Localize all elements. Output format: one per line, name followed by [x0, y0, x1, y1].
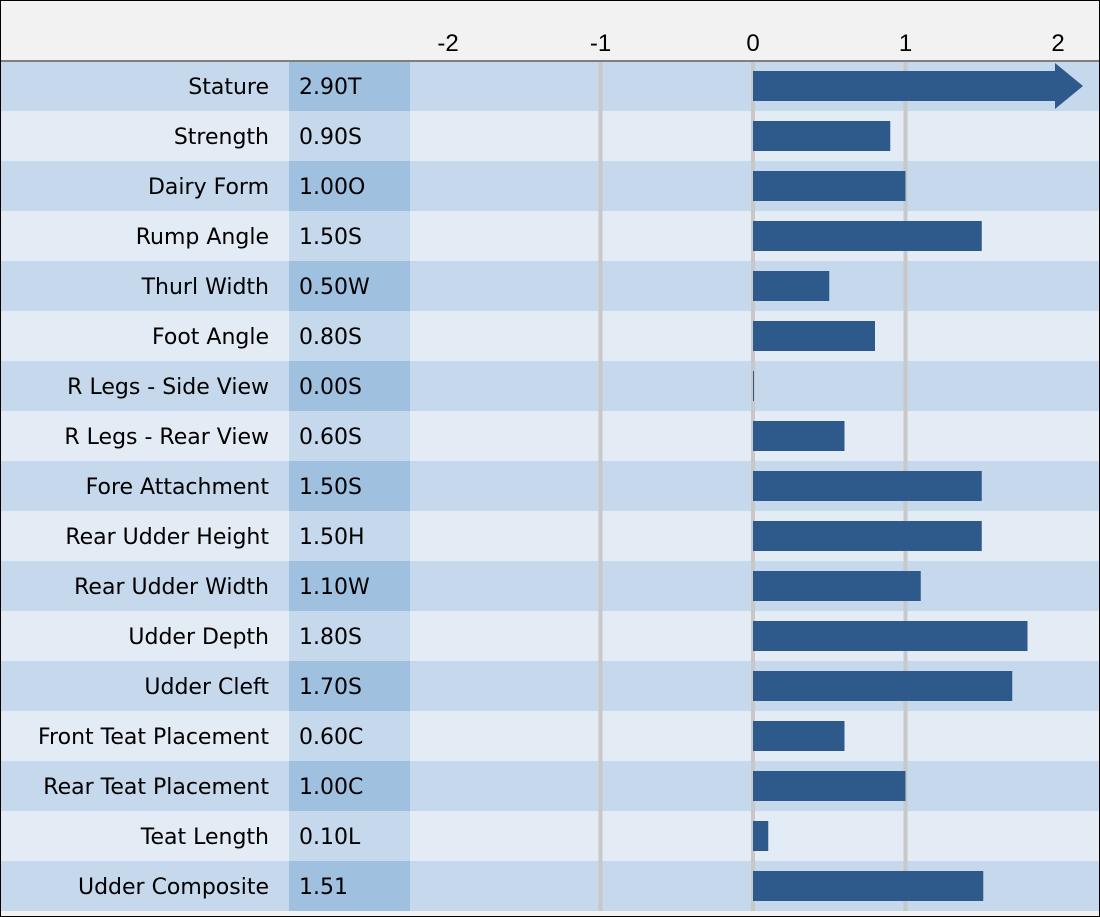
bar	[753, 721, 845, 751]
trait-label: Thurl Width	[141, 275, 269, 300]
trait-value-label: 0.60S	[299, 425, 362, 450]
trait-value-label: 0.00S	[299, 375, 362, 400]
bar	[753, 571, 921, 601]
bar	[753, 321, 875, 351]
trait-value-label: 1.10W	[299, 575, 370, 600]
trait-label: Dairy Form	[148, 175, 269, 200]
trait-value-label: 1.51	[299, 875, 348, 900]
trait-value-label: 1.70S	[299, 675, 362, 700]
bar	[753, 771, 906, 801]
value-cell-background	[289, 511, 410, 561]
bar	[753, 371, 754, 401]
bar	[753, 821, 769, 851]
trait-label: Front Teat Placement	[38, 725, 269, 750]
bar	[753, 221, 982, 251]
trait-label: Fore Attachment	[86, 475, 270, 500]
x-tick-label: 0	[746, 30, 759, 57]
row-background	[1, 161, 1099, 211]
header-background	[1, 1, 1099, 61]
trait-label: Foot Angle	[152, 325, 269, 350]
value-cell-background	[289, 411, 410, 461]
value-cell-background	[289, 111, 410, 161]
row-background	[1, 711, 1099, 761]
x-tick-label: -1	[590, 30, 611, 57]
bar	[753, 271, 830, 301]
value-cell-background	[289, 361, 410, 411]
row-background	[1, 311, 1099, 361]
value-cell-background	[289, 761, 410, 811]
trait-label: Rump Angle	[136, 225, 269, 250]
row-background	[1, 111, 1099, 161]
bar	[753, 871, 984, 901]
row-background	[1, 261, 1099, 311]
trait-value-label: 1.50S	[299, 225, 362, 250]
trait-label: Strength	[174, 125, 269, 150]
rows-layer: Stature 2.90T Strength 0.90S Dairy Form 1.00O…	[1, 61, 1099, 911]
bar-overflow-arrow	[753, 63, 1083, 109]
bar	[753, 171, 906, 201]
value-cell-background	[289, 461, 410, 511]
value-cell-background	[289, 261, 410, 311]
bar	[753, 671, 1013, 701]
trait-value-label: 0.50W	[299, 275, 370, 300]
trait-value-label: 2.90T	[299, 75, 362, 100]
trait-value-label: 0.80S	[299, 325, 362, 350]
trait-value-label: 0.60C	[299, 725, 363, 750]
trait-label: Rear Udder Height	[65, 525, 269, 550]
x-tick-label: 1	[899, 30, 912, 57]
bar	[753, 121, 891, 151]
trait-value-label: 0.10L	[299, 825, 361, 850]
trait-value-label: 0.90S	[299, 125, 362, 150]
trait-label: Udder Cleft	[144, 675, 269, 700]
row-background	[1, 811, 1099, 861]
value-cell-background	[289, 811, 410, 861]
trait-label: Rear Udder Width	[74, 575, 269, 600]
x-axis-ticks: -2 -1 0 1 2	[437, 30, 1064, 57]
trait-value-label: 1.50S	[299, 475, 362, 500]
row-background	[1, 761, 1099, 811]
value-cell-background	[289, 161, 410, 211]
bars-layer	[753, 63, 1083, 901]
trait-label: R Legs - Rear View	[64, 425, 269, 450]
bar	[753, 521, 982, 551]
trait-value-label: 1.00O	[299, 175, 365, 200]
value-cell-background	[289, 61, 410, 111]
trait-label: Rear Teat Placement	[43, 775, 269, 800]
trait-label: Udder Composite	[78, 875, 269, 900]
row-background	[1, 411, 1099, 461]
x-tick-label: 2	[1051, 30, 1064, 57]
value-cell-background	[289, 611, 410, 661]
bar	[753, 471, 982, 501]
bar	[753, 421, 845, 451]
trait-value-label: 1.00C	[299, 775, 363, 800]
trait-label: R Legs - Side View	[67, 375, 269, 400]
value-cell-background	[289, 211, 410, 261]
trait-value-label: 1.80S	[299, 625, 362, 650]
value-cell-background	[289, 711, 410, 761]
x-tick-label: -2	[437, 30, 458, 57]
bar	[753, 621, 1028, 651]
trait-value-label: 1.50H	[299, 525, 365, 550]
trait-label: Stature	[188, 75, 269, 100]
value-cell-background	[289, 861, 410, 911]
trait-label: Udder Depth	[128, 625, 269, 650]
value-cell-background	[289, 561, 410, 611]
value-cell-background	[289, 661, 410, 711]
row-background	[1, 361, 1099, 411]
value-cell-background	[289, 311, 410, 361]
trait-label: Teat Length	[140, 825, 269, 850]
